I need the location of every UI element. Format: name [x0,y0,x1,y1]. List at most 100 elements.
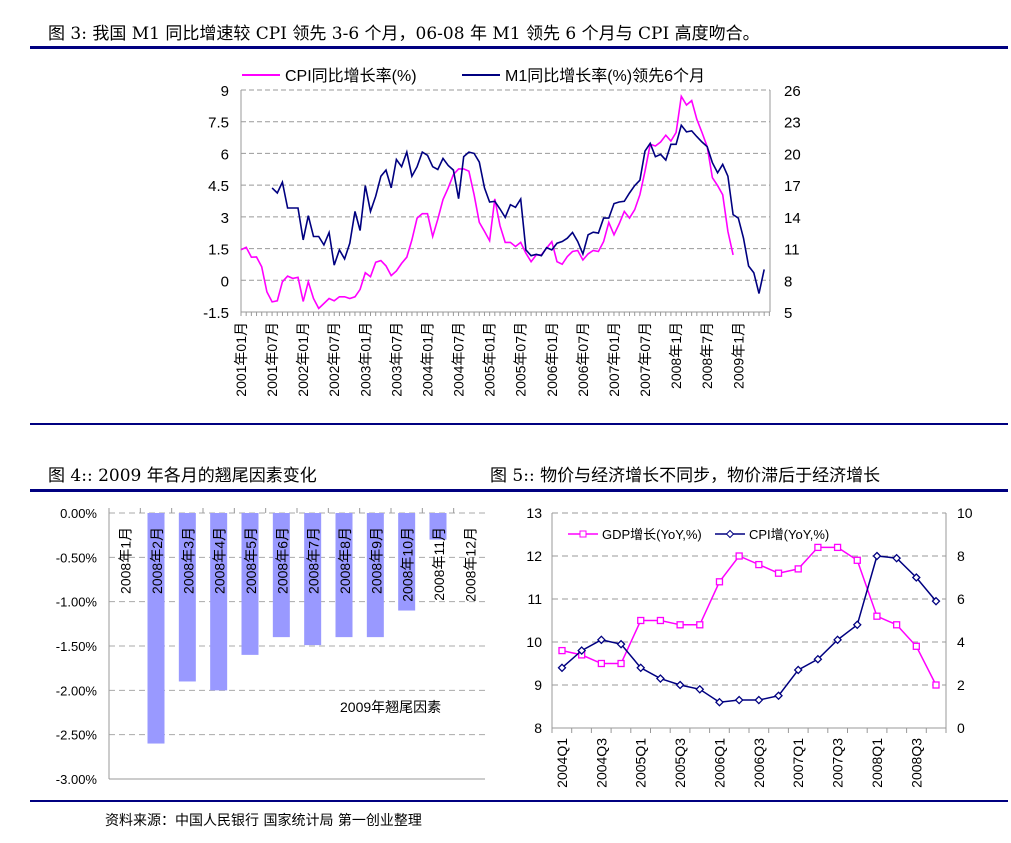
category-label: 2008年7月 [306,527,322,594]
bar [272,513,290,638]
category-label: 2008年1月 [118,527,134,594]
data-point [656,674,665,683]
right-axis-tick: 26 [784,83,801,100]
y-axis-tick: -3.00% [56,772,98,787]
bar [398,513,416,611]
right-axis-tick: 4 [957,634,965,650]
data-point [577,646,587,656]
x-axis-label: 2006Q1 [711,738,727,788]
x-axis-label: 2005年01月 [482,322,498,397]
data-point [656,616,665,625]
data-point [911,573,921,582]
bar [210,513,228,691]
data-point [596,635,606,645]
x-axis-label: 2007Q3 [830,738,846,788]
bar [335,513,353,638]
left-axis-tick: 7.5 [208,115,229,132]
x-axis-label: 2008Q3 [908,738,924,788]
y-axis-tick: -2.50% [56,728,98,743]
data-point [754,695,764,705]
data-point [617,659,625,668]
data-point [774,569,783,577]
x-axis-label: 2002年01月 [295,322,311,397]
legend-label: CPI增(YoY,%) [749,527,829,542]
right-axis-tick: 14 [784,210,801,227]
x-axis-label: 2008年7月 [699,322,715,389]
x-axis-label: 2004Q1 [554,738,570,788]
divider [30,489,1008,492]
data-point [637,616,645,625]
y-axis-tick: -0.50% [56,550,98,565]
x-axis-label: 2003年07月 [388,322,404,397]
x-axis-label: 2009年1月 [730,322,746,389]
data-point [715,697,724,707]
left-axis-tick: 11 [527,591,542,607]
bar [178,513,196,682]
x-axis-label: 2006Q3 [751,738,767,788]
right-axis-tick: 5 [784,305,792,322]
data-point [793,665,803,675]
left-axis-tick: 9 [221,83,229,100]
x-axis-label: 2006年07月 [575,322,591,397]
right-axis-tick: 11 [784,242,800,259]
category-label: 2008年5月 [243,527,259,594]
right-axis-tick: 8 [784,273,792,290]
bar [429,513,447,540]
legend-label: GDP增长(YoY,%) [602,527,702,542]
x-axis-label: 2006年01月 [544,322,560,397]
figure-5-title: 图 5:: 物价与经济增长不同步，物价滞后于经济增长 [490,466,881,486]
data-point [715,578,724,586]
category-label: 2008年12月 [462,527,478,602]
right-axis-tick: 23 [784,115,801,132]
data-point [734,695,744,705]
figure-3-title: 图 3: 我国 M1 同比增速较 CPI 领先 3-6 个月，06-08 年 M… [48,24,760,44]
data-point [873,612,881,620]
right-axis-tick: 10 [957,505,973,521]
data-point [636,663,646,673]
category-label: 2008年6月 [274,527,290,594]
data-point [597,659,606,668]
right-axis-tick: 2 [957,677,965,693]
x-axis-label: 2007Q1 [790,738,806,788]
series-line-cpi [561,555,937,703]
category-label: 2008年11月 [431,527,447,601]
data-point [892,553,902,563]
data-point [833,635,842,645]
y-axis-tick: 0.00% [60,506,97,521]
x-axis-label: 2004年01月 [419,322,435,397]
x-axis-label: 2002年07月 [326,322,342,397]
legend-marker [725,529,735,539]
data-point [774,691,783,701]
x-axis-label: 2007年07月 [637,322,653,397]
x-axis-label: 2004年07月 [451,322,467,397]
data-point [755,560,763,569]
x-axis-label: 2001年07月 [264,322,280,397]
data-point [794,565,802,573]
y-axis-tick: -1.00% [56,595,98,610]
x-axis-label: 2005年07月 [513,322,529,397]
bar [366,513,384,638]
category-label: 2008年10月 [400,527,416,602]
divider [30,46,1008,49]
source-note: 资料来源：中国人民银行 国家统计局 第一创业整理 [105,813,422,829]
left-axis-tick: 12 [526,548,542,564]
x-axis-label: 2005Q3 [672,738,688,788]
data-point [814,543,822,552]
category-label: 2008年3月 [180,527,196,594]
category-label: 2008年8月 [337,527,353,594]
data-point [852,620,862,630]
category-label: 2008年2月 [149,527,165,594]
left-axis-tick: 0 [221,273,229,290]
left-axis-tick: -1.5 [203,305,229,322]
bar [304,513,322,646]
legend-label: M1同比增长率(%)领先6个月 [505,67,705,85]
data-point [932,681,940,689]
series-line-m1 [271,123,765,294]
annotation: 2009年翘尾因素 [340,699,441,715]
left-axis-tick: 6 [221,146,229,163]
legend-label: CPI同比增长率(%) [285,67,417,85]
category-label: 2008年9月 [368,527,384,594]
